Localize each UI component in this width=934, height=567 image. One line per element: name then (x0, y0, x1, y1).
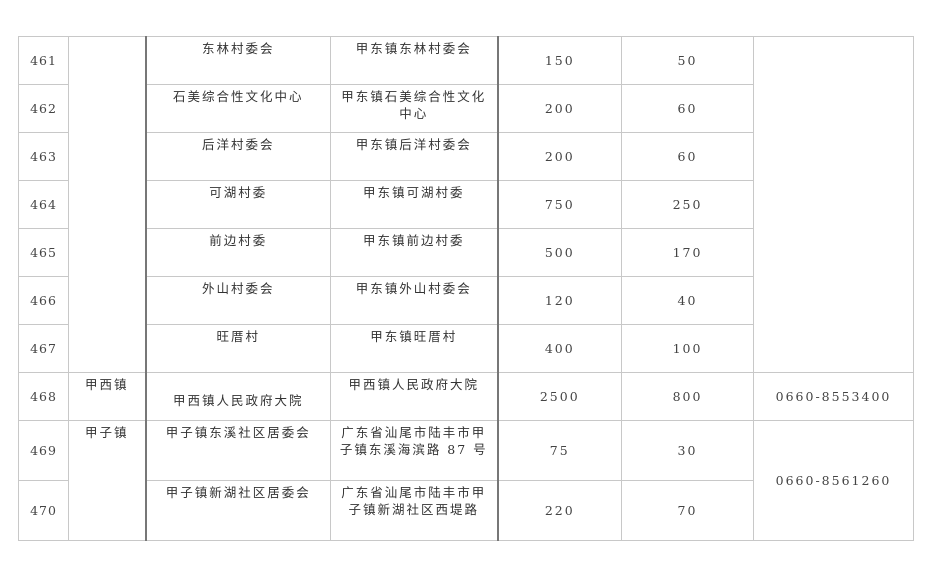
table-row: 462 石美综合性文化中心 甲东镇石美综合性文化中心 200 60 (18, 84, 914, 133)
capacity-people: 50 (621, 36, 754, 85)
site-address: 甲东镇后洋村委会 (330, 132, 499, 181)
capacity-people: 170 (621, 228, 754, 277)
phone-cell: 0660-8553400 (753, 372, 914, 421)
town-cell: 甲西镇 (68, 372, 146, 421)
row-number: 467 (18, 324, 69, 373)
site-name: 旺厝村 (144, 324, 331, 373)
capacity-people: 40 (621, 276, 754, 325)
capacity-area: 120 (497, 276, 622, 325)
capacity-people: 70 (621, 480, 754, 541)
site-name: 外山村委会 (144, 276, 331, 325)
site-address: 甲东镇石美综合性文化中心 (330, 84, 499, 133)
capacity-people: 250 (621, 180, 754, 229)
site-address: 甲西镇人民政府大院 (330, 372, 499, 421)
site-address: 广东省汕尾市陆丰市甲子镇东溪海滨路 87 号 (330, 420, 499, 481)
row-number: 470 (18, 480, 69, 541)
site-name: 甲子镇新湖社区居委会 (144, 480, 331, 541)
row-number: 462 (18, 84, 69, 133)
site-address: 甲东镇旺厝村 (330, 324, 499, 373)
town-cell: 甲子镇 (68, 420, 146, 541)
site-name: 前边村委 (144, 228, 331, 277)
table-row: 465 前边村委 甲东镇前边村委 500 170 (18, 228, 914, 277)
capacity-people: 100 (621, 324, 754, 373)
capacity-people: 30 (621, 420, 754, 481)
site-name: 东林村委会 (144, 36, 331, 85)
row-number: 465 (18, 228, 69, 277)
site-address: 广东省汕尾市陆丰市甲子镇新湖社区西堤路 (330, 480, 499, 541)
phone-cell: 0660-8561260 (753, 420, 914, 541)
row-number: 469 (18, 420, 69, 481)
site-name: 甲子镇东溪社区居委会 (144, 420, 331, 481)
site-name: 石美综合性文化中心 (144, 84, 331, 133)
table-row: 469 甲子镇 甲子镇东溪社区居委会 广东省汕尾市陆丰市甲子镇东溪海滨路 87 号 75… (18, 420, 914, 541)
site-address: 甲东镇外山村委会 (330, 276, 499, 325)
site-address: 甲东镇东林村委会 (330, 36, 499, 85)
site-address: 甲东镇前边村委 (330, 228, 499, 277)
table-row: 468 甲西镇 甲西镇人民政府大院 甲西镇人民政府大院 2500 800 0660-8553… (18, 372, 914, 421)
capacity-area: 400 (497, 324, 622, 373)
capacity-people: 60 (621, 84, 754, 133)
capacity-area: 200 (497, 84, 622, 133)
table-row: 466 外山村委会 甲东镇外山村委会 120 40 (18, 276, 914, 325)
row-number: 464 (18, 180, 69, 229)
capacity-people: 800 (621, 372, 754, 421)
capacity-area: 200 (497, 132, 622, 181)
capacity-area: 75 (497, 420, 622, 481)
row-number: 461 (18, 36, 69, 85)
capacity-area: 750 (497, 180, 622, 229)
capacity-area: 2500 (497, 372, 622, 421)
site-name: 甲西镇人民政府大院 (144, 372, 331, 421)
shelter-table: 461 东林村委会 甲东镇东林村委会 150 50 462 石美综合性文化中心 甲东镇石美综合… (18, 36, 914, 541)
table-row: 470 甲子镇新湖社区居委会 广东省汕尾市陆丰市甲子镇新湖社区西堤路 220 70 (18, 480, 914, 541)
row-number: 466 (18, 276, 69, 325)
capacity-area: 500 (497, 228, 622, 277)
capacity-area: 220 (497, 480, 622, 541)
table-row: 461 东林村委会 甲东镇东林村委会 150 50 (18, 36, 914, 373)
site-name: 可湖村委 (144, 180, 331, 229)
table-row: 463 后洋村委会 甲东镇后洋村委会 200 60 (18, 132, 914, 181)
row-number: 463 (18, 132, 69, 181)
town-cell (68, 36, 146, 373)
phone-cell (753, 36, 914, 373)
capacity-area: 150 (497, 36, 622, 85)
site-address: 甲东镇可湖村委 (330, 180, 499, 229)
table-row: 467 旺厝村 甲东镇旺厝村 400 100 (18, 324, 914, 373)
row-number: 468 (18, 372, 69, 421)
site-name: 后洋村委会 (144, 132, 331, 181)
capacity-people: 60 (621, 132, 754, 181)
